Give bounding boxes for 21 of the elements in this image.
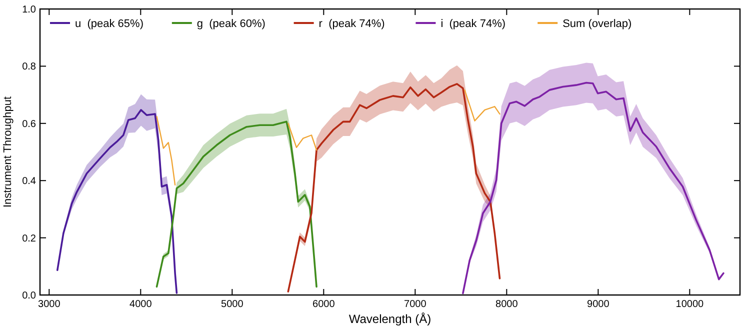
x-tick-label: 7000: [404, 299, 427, 310]
x-tick-label: 4000: [130, 299, 152, 310]
legend-label: g (peak 60%): [196, 18, 266, 30]
x-tick-label: 6000: [312, 299, 336, 310]
legend-label: Sum (overlap): [562, 18, 632, 30]
x-tick-label: 8000: [496, 299, 518, 310]
x-axis-title: Wavelength (Å): [348, 312, 432, 326]
x-tick-label: 9000: [587, 299, 610, 310]
y-tick-label: 1.0: [22, 4, 36, 16]
x-tick-label: 5000: [221, 299, 244, 310]
legend-label: i (peak 74%): [440, 18, 506, 30]
y-tick-label: 0.0: [22, 290, 36, 302]
legend-label: u (peak 65%): [75, 18, 144, 30]
y-tick-label: 0.2: [22, 233, 36, 244]
x-tick-label: 3000: [38, 299, 61, 310]
x-tick-label: 10000: [676, 299, 704, 310]
y-tick-label: 0.6: [22, 118, 36, 130]
y-axis-title: Instrument Throughput: [2, 96, 14, 208]
y-tick-label: 0.8: [22, 62, 36, 73]
legend-label: r (peak 74%): [318, 18, 385, 30]
y-tick-label: 0.4: [22, 176, 36, 188]
